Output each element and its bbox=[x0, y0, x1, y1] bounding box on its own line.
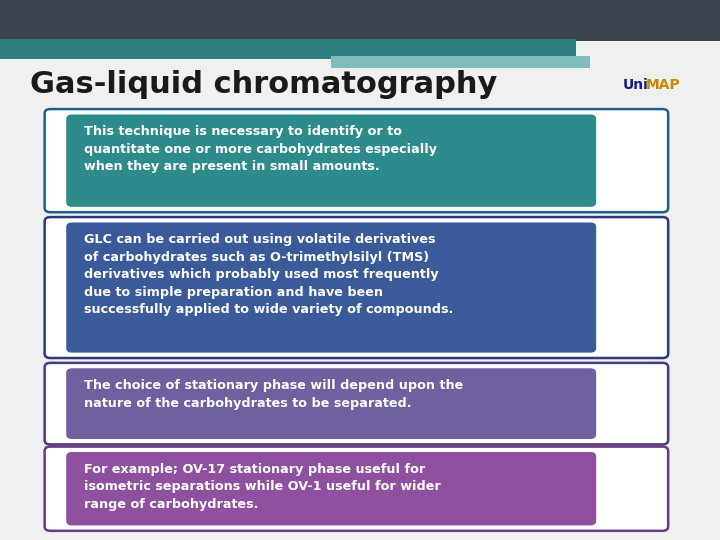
FancyBboxPatch shape bbox=[66, 114, 596, 207]
Text: This technique is necessary to identify or to
quantitate one or more carbohydrat: This technique is necessary to identify … bbox=[84, 125, 436, 173]
Text: MAP: MAP bbox=[646, 78, 680, 92]
FancyBboxPatch shape bbox=[66, 222, 596, 353]
FancyBboxPatch shape bbox=[66, 368, 596, 439]
FancyBboxPatch shape bbox=[45, 109, 668, 212]
Text: The choice of stationary phase will depend upon the
nature of the carbohydrates : The choice of stationary phase will depe… bbox=[84, 379, 463, 409]
Text: Gas-liquid chromatography: Gas-liquid chromatography bbox=[30, 70, 498, 99]
FancyBboxPatch shape bbox=[66, 452, 596, 525]
Text: For example; OV-17 stationary phase useful for
isometric separations while OV-1 : For example; OV-17 stationary phase usef… bbox=[84, 463, 440, 511]
Bar bbox=[0, 39, 576, 59]
FancyBboxPatch shape bbox=[45, 217, 668, 358]
Text: Uni: Uni bbox=[623, 78, 649, 92]
FancyBboxPatch shape bbox=[45, 447, 668, 531]
Text: GLC can be carried out using volatile derivatives
of carbohydrates such as O-tri: GLC can be carried out using volatile de… bbox=[84, 233, 453, 316]
Bar bbox=[331, 56, 590, 68]
FancyBboxPatch shape bbox=[45, 363, 668, 444]
Bar bbox=[0, 0, 720, 40]
